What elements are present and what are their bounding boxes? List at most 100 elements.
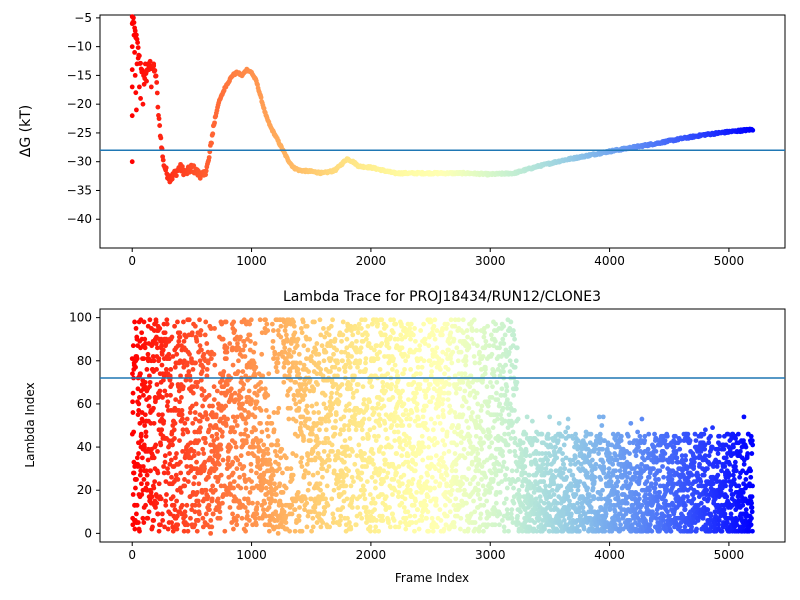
bottom-point <box>424 515 429 521</box>
bottom-point <box>409 520 415 525</box>
bottom-point <box>332 425 338 431</box>
bottom-point <box>182 477 187 482</box>
bottom-point <box>139 455 145 461</box>
bottom-point <box>230 511 235 517</box>
bottom-point <box>130 343 136 349</box>
bottom-point <box>425 509 431 515</box>
bottom-point <box>554 500 560 506</box>
bottom-point <box>179 412 185 418</box>
top-point <box>212 120 217 126</box>
bottom-point <box>235 369 241 374</box>
bottom-point <box>307 416 312 422</box>
bottom-point <box>399 500 405 506</box>
bottom-point <box>355 382 361 387</box>
bottom-point <box>380 384 386 390</box>
bottom-point <box>349 505 355 510</box>
bottom-point <box>452 410 458 415</box>
bottom-point <box>439 401 445 407</box>
bottom-point <box>398 332 404 338</box>
bottom-point <box>512 436 518 441</box>
bottom-point <box>208 326 214 331</box>
bottom-point <box>368 377 373 383</box>
bottom-point <box>413 498 418 504</box>
bottom-point <box>175 522 181 528</box>
bottom-point <box>489 440 495 446</box>
bottom-point <box>417 347 422 353</box>
bottom-point <box>513 453 518 459</box>
bottom-point <box>240 386 246 392</box>
bottom-point <box>362 451 367 456</box>
bottom-point <box>304 500 310 506</box>
bottom-point <box>361 397 367 403</box>
bottom-point <box>260 373 266 379</box>
bottom-point <box>303 496 308 502</box>
bottom-point <box>497 373 503 379</box>
bottom-point <box>293 401 299 407</box>
bottom-point <box>266 528 272 534</box>
bottom-point <box>505 442 511 448</box>
bottom-point <box>472 520 478 525</box>
bottom-point <box>182 420 188 426</box>
bottom-point <box>263 485 269 491</box>
bottom-point <box>495 397 501 403</box>
bottom-point <box>168 457 174 463</box>
bottom-point <box>383 494 389 500</box>
bottom-point <box>589 468 595 474</box>
bottom-point <box>497 489 503 495</box>
bottom-point <box>220 500 225 506</box>
bottom-point <box>541 500 547 506</box>
bottom-point <box>486 399 492 405</box>
bottom-point <box>370 321 375 327</box>
bottom-point <box>271 356 276 362</box>
bottom-point <box>454 513 460 519</box>
bottom-point <box>384 436 390 441</box>
bottom-point <box>403 407 409 413</box>
bottom-point <box>366 433 371 439</box>
bottom-point <box>133 364 138 370</box>
bottom-point <box>196 481 202 487</box>
bottom-point <box>318 367 324 372</box>
bottom-point <box>184 502 190 508</box>
bottom-point <box>341 489 347 495</box>
bottom-point <box>575 487 581 493</box>
bottom-point <box>142 412 148 418</box>
bottom-point <box>289 502 295 508</box>
bottom-point <box>479 446 485 452</box>
top-point <box>173 173 179 179</box>
bottom-point <box>407 487 413 493</box>
bottom-point <box>488 332 494 338</box>
top-point <box>153 73 159 79</box>
bottom-point <box>304 403 310 409</box>
bottom-point <box>325 436 331 441</box>
bottom-point <box>241 431 247 437</box>
top-point <box>154 80 160 85</box>
bottom-point <box>174 451 179 456</box>
bottom-point <box>451 336 457 342</box>
bottom-point <box>425 472 431 478</box>
bottom-point <box>253 364 259 370</box>
bottom-point <box>310 425 315 431</box>
bottom-point <box>389 444 394 450</box>
top-point <box>160 157 166 163</box>
bottom-point <box>551 481 557 487</box>
bottom-point <box>390 395 396 400</box>
bottom-point <box>469 336 475 342</box>
bottom-point <box>477 515 483 521</box>
bottom-point <box>454 442 460 448</box>
bottom-point <box>436 395 442 400</box>
bottom-point <box>248 317 254 323</box>
bottom-point <box>379 317 385 323</box>
bottom-point <box>570 472 576 478</box>
bottom-point <box>199 347 204 353</box>
bottom-point <box>444 513 450 519</box>
bottom-point <box>275 530 281 536</box>
bottom-point <box>199 369 205 374</box>
bottom-point <box>242 505 248 510</box>
top-point <box>144 78 149 84</box>
bottom-point <box>508 511 514 517</box>
bottom-point <box>281 379 287 385</box>
bottom-point <box>336 399 342 405</box>
bottom-point <box>218 472 224 478</box>
bottom-point <box>504 388 510 394</box>
bottom-point <box>251 349 257 355</box>
